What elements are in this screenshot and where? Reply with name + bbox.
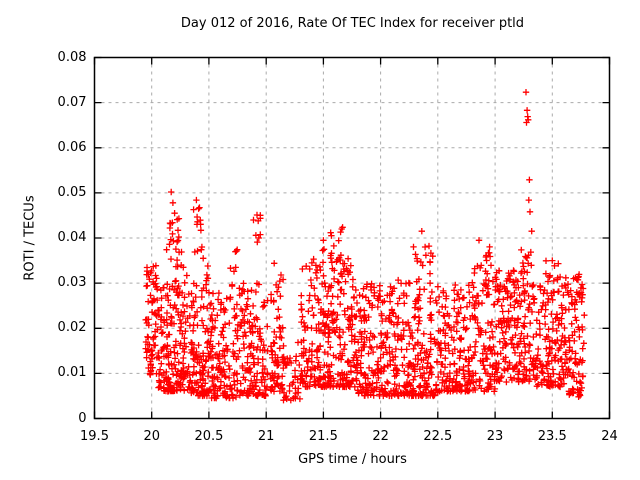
x-tick-label: 22.5: [423, 429, 453, 444]
x-tick-label: 20.5: [194, 429, 224, 444]
grid-lines: [94, 57, 610, 419]
y-tick-label: 0.05: [57, 184, 87, 200]
x-tick-label: 21: [257, 429, 275, 444]
y-tick-label: 0.01: [57, 365, 87, 381]
x-tick-label: 23: [486, 429, 504, 444]
y-tick-label: 0.03: [57, 275, 87, 291]
x-tick-label: 21.5: [308, 429, 338, 444]
data-points: [142, 89, 588, 404]
y-tick-label: 0.06: [57, 139, 87, 155]
x-tick-label: 24: [601, 429, 618, 444]
x-tick-label: 19.5: [80, 429, 109, 444]
x-tick-label: 20: [143, 429, 160, 444]
y-tick-label: 0.07: [57, 94, 87, 110]
x-tick-label: 23.5: [537, 429, 567, 444]
x-axis-title: GPS time / hours: [298, 452, 407, 467]
x-tick-label: 22: [372, 429, 389, 444]
y-tick-label: 0.04: [57, 230, 87, 245]
axis-ticks: [93, 56, 611, 420]
chart-title: Day 012 of 2016, Rate Of TEC Index for r…: [180, 16, 525, 31]
y-tick-label: 0.02: [57, 320, 87, 336]
y-tick-label: 0.08: [57, 49, 87, 65]
y-tick-label: 0: [78, 410, 87, 426]
